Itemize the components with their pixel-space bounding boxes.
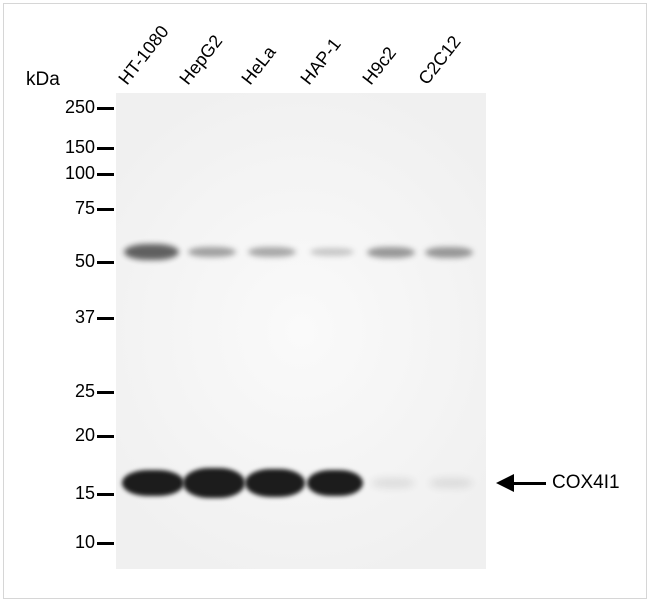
- target-arrow-shaft: [512, 482, 546, 485]
- mw-marker-label: 15: [35, 483, 95, 504]
- western-blot-image: [116, 93, 486, 569]
- blot-band: [188, 247, 236, 257]
- mw-marker-label: 25: [35, 381, 95, 402]
- mw-tick-mark: [97, 147, 114, 150]
- mw-tick-mark: [97, 107, 114, 110]
- mw-tick-mark: [97, 208, 114, 211]
- mw-tick-mark: [97, 317, 114, 320]
- mw-marker-label: 150: [35, 137, 95, 158]
- mw-marker-label: 75: [35, 198, 95, 219]
- mw-marker-label: 37: [35, 307, 95, 328]
- blot-band: [248, 247, 296, 257]
- blot-band: [371, 478, 415, 488]
- kda-axis-label: kDa: [26, 69, 60, 91]
- mw-marker-label: 250: [35, 97, 95, 118]
- mw-marker-label: 100: [35, 163, 95, 184]
- mw-tick-mark: [97, 391, 114, 394]
- mw-tick-mark: [97, 261, 114, 264]
- mw-tick-mark: [97, 173, 114, 176]
- blot-band: [245, 469, 305, 497]
- figure-container: kDa 25015010075503725201510 HT-1080HepG2…: [0, 0, 650, 602]
- blot-band: [122, 470, 184, 496]
- blot-band: [124, 244, 179, 260]
- mw-marker-label: 50: [35, 251, 95, 272]
- blot-band: [310, 248, 354, 256]
- mw-marker-label: 20: [35, 425, 95, 446]
- blot-band: [429, 478, 473, 488]
- mw-tick-mark: [97, 435, 114, 438]
- blot-band: [307, 470, 363, 496]
- blot-band: [183, 468, 245, 498]
- blot-band: [425, 247, 473, 258]
- mw-marker-label: 10: [35, 532, 95, 553]
- mw-tick-mark: [97, 542, 114, 545]
- blot-band: [367, 247, 415, 258]
- mw-tick-mark: [97, 493, 114, 496]
- target-protein-label: COX4I1: [552, 472, 620, 494]
